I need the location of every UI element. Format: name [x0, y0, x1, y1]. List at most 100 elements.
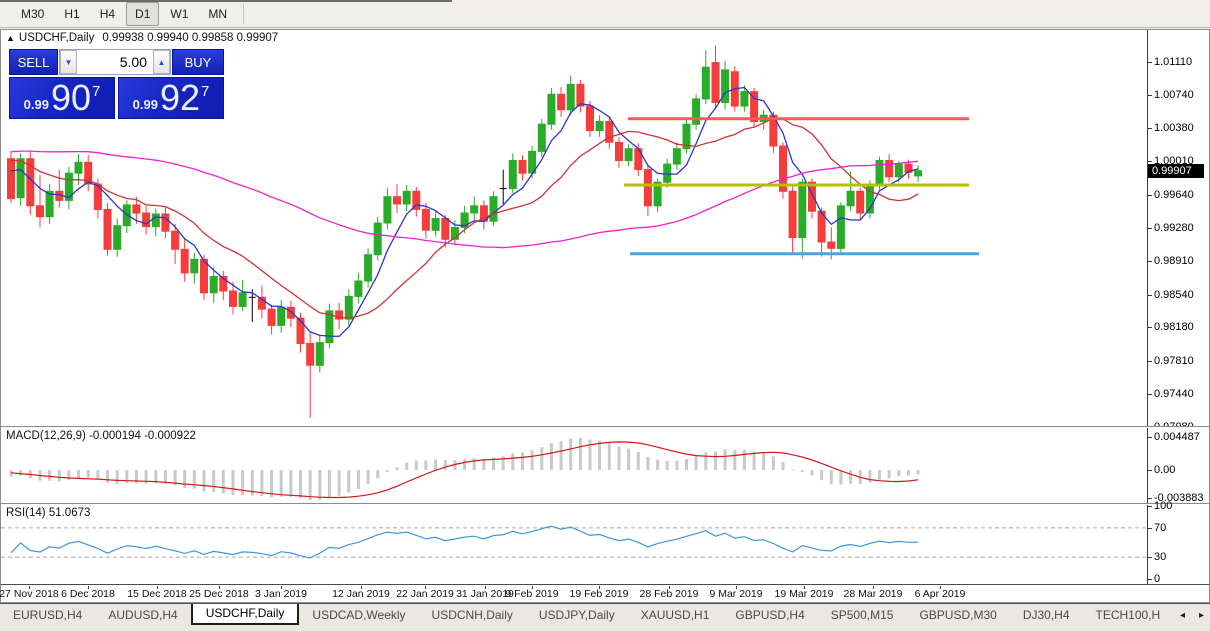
volume-increase-icon[interactable]: ▲ [153, 50, 170, 74]
chart-tab-GBPUSD-M30[interactable]: GBPUSD,M30 [919, 608, 997, 622]
chart-tab-GBPUSD-H4[interactable]: GBPUSD,H4 [735, 608, 805, 622]
chart-tabs: EURUSD,H4 AUDUSD,H4 USDCHF,Daily USDCAD,Wee… [0, 604, 1160, 626]
price-axis-label-tick [1148, 394, 1152, 395]
price-axis-label-tick [1148, 361, 1152, 362]
date-tick [425, 586, 426, 589]
tab-scroll-right-icon[interactable]: ▸ [1198, 610, 1204, 621]
buy-price-point: 7 [201, 82, 210, 100]
rsi-axis-label-tick [1148, 506, 1152, 507]
buy-price-pips: 92 [159, 77, 200, 118]
chart-tab-USDJPY-Daily[interactable]: USDJPY,Daily [538, 608, 615, 622]
tab-scroll-left-icon[interactable]: ◂ [1179, 610, 1185, 621]
date-axis-label: 28 Mar 2019 [843, 588, 903, 600]
rsi-axis-label-tick [1148, 528, 1152, 529]
price-axis-label: 0.98180 [1154, 321, 1194, 333]
price-axis-label: 1.00380 [1154, 122, 1194, 134]
collapse-triangle-icon[interactable]: ▲ [6, 33, 15, 43]
date-tick [485, 586, 486, 589]
timeframe-button-D1[interactable]: D1 [126, 1, 160, 26]
window-top-edge [0, 0, 452, 2]
price-axis-label-tick [1148, 62, 1152, 63]
chart-tab-EURUSD-H4[interactable]: EURUSD,H4 [13, 608, 83, 622]
price-axis-label-tick [1148, 261, 1152, 262]
date-tick [532, 586, 533, 589]
date-tick [804, 586, 805, 589]
timeframe-button-H1[interactable]: H1 [64, 6, 80, 21]
timeframe-toolbar: 5 M30 H1 H4 D1 W1 MN [0, 0, 1210, 28]
buy-price-display[interactable]: 0.99 92 7 [118, 77, 224, 119]
macd-chart-canvas[interactable] [1, 428, 1147, 503]
volume-stepper: ▼ 5.00 ▲ [59, 49, 171, 75]
timeframe-button-H4[interactable]: H4 [99, 6, 116, 21]
rsi-axis: 100 70 30 0 [1147, 500, 1209, 585]
chart-tab-strip: EURUSD,H4 AUDUSD,H4 USDCHF,Daily USDCAD,Wee… [0, 603, 1210, 631]
macd-axis-label: -0.003883 [1154, 492, 1204, 504]
price-axis-label: 1.00010 [1154, 155, 1194, 167]
macd-axis: 0.004487 0.00 -0.003883 [1147, 428, 1209, 504]
price-axis-label: 0.98540 [1154, 289, 1194, 301]
price-axis-label: 0.97440 [1154, 388, 1194, 400]
chart-tab-TECH100-H1[interactable]: TECH100,H1 [1095, 608, 1160, 622]
date-tick [599, 586, 600, 589]
buy-price-prefix: 0.99 [132, 96, 158, 112]
timeframe-button-5[interactable]: 5 [0, 2, 10, 26]
panel-divider[interactable] [1, 503, 1209, 505]
chart-tab-DJ30-H4[interactable]: DJ30,H4 [1022, 608, 1070, 622]
date-axis-label: 19 Mar 2019 [774, 588, 834, 600]
timeframe-buttons: 5 M30 H1 H4 D1 W1 MN [0, 1, 237, 26]
date-axis-label: 19 Feb 2019 [569, 588, 629, 600]
volume-input[interactable]: 5.00 [119, 54, 147, 70]
volume-decrease-icon[interactable]: ▼ [60, 50, 77, 74]
panel-divider[interactable] [1, 426, 1209, 428]
sell-price-display[interactable]: 0.99 90 7 [9, 77, 115, 119]
date-axis-label: 6 Apr 2019 [914, 588, 966, 600]
price-axis-label-tick [1148, 195, 1152, 196]
timeframe-button-M30[interactable]: M30 [21, 6, 45, 21]
date-axis-label: 9 Mar 2019 [709, 588, 763, 600]
rsi-chart-canvas[interactable] [1, 505, 1147, 584]
date-tick [29, 586, 30, 589]
date-axis-label: 22 Jan 2019 [396, 588, 454, 600]
timeframe-button-W1[interactable]: W1 [170, 6, 189, 21]
chart-tab-SP500-M15[interactable]: SP500,M15 [830, 608, 894, 622]
date-axis: 27 Nov 2018 6 Dec 2018 15 Dec 2018 25 Dec 2… [0, 586, 1147, 601]
date-axis-label: 15 Dec 2018 [127, 588, 187, 600]
price-axis-label-tick [1148, 228, 1152, 229]
date-axis-label: 12 Jan 2019 [332, 588, 390, 600]
price-axis-label: 0.99280 [1154, 222, 1194, 234]
panel-divider [1, 584, 1209, 586]
price-axis-label: 1.01110 [1154, 56, 1193, 68]
main-chart-canvas[interactable] [1, 30, 1147, 426]
chart-tab-USDCNH-Daily[interactable]: USDCNH,Daily [431, 608, 513, 622]
sell-price-prefix: 0.99 [23, 96, 49, 112]
timeframe-button-MN[interactable]: MN [208, 6, 228, 21]
macd-panel: MACD(12,26,9) -0.000194 -0.000922 0.0044… [1, 428, 1209, 504]
rsi-axis-label: 70 [1154, 522, 1167, 534]
macd-axis-label-tick [1148, 498, 1152, 499]
date-axis-label: 9 Feb 2019 [505, 588, 559, 600]
date-tick [157, 586, 158, 589]
macd-label: MACD(12,26,9) -0.000194 -0.000922 [6, 430, 196, 442]
macd-axis-label-tick [1148, 470, 1152, 471]
sell-button[interactable]: SELL [9, 49, 58, 75]
chart-tab-XAUUSD-H1[interactable]: XAUUSD,H1 [640, 608, 710, 622]
buy-button[interactable]: BUY [172, 49, 224, 75]
macd-axis-label-tick [1148, 437, 1152, 438]
date-tick [281, 586, 282, 589]
price-axis-label-tick [1148, 295, 1152, 296]
rsi-label: RSI(14) 51.0673 [6, 507, 91, 519]
main-price-panel: ▲ USDCHF,Daily 0.99938 0.99940 0.99858 0.9… [1, 30, 1209, 433]
date-axis-label: 28 Feb 2019 [639, 588, 699, 600]
rsi-axis-label: 30 [1154, 551, 1167, 563]
chart-tab-AUDUSD-H4[interactable]: AUDUSD,H4 [108, 608, 178, 622]
date-tick [669, 586, 670, 589]
price-axis-label: 0.98910 [1154, 255, 1194, 267]
tab-scroll-arrows: ◂ ▸ [1180, 610, 1204, 621]
chart-title: ▲ USDCHF,Daily 0.99938 0.99940 0.99858 0.9… [6, 32, 278, 44]
date-tick [873, 586, 874, 589]
rsi-axis-label: 0 [1154, 573, 1161, 585]
chart-tab-USDCHF-Daily[interactable]: USDCHF,Daily [190, 604, 300, 625]
chart-tab-USDCAD-Weekly[interactable]: USDCAD,Weekly [312, 608, 406, 622]
price-axis-label: 1.00740 [1154, 89, 1194, 101]
